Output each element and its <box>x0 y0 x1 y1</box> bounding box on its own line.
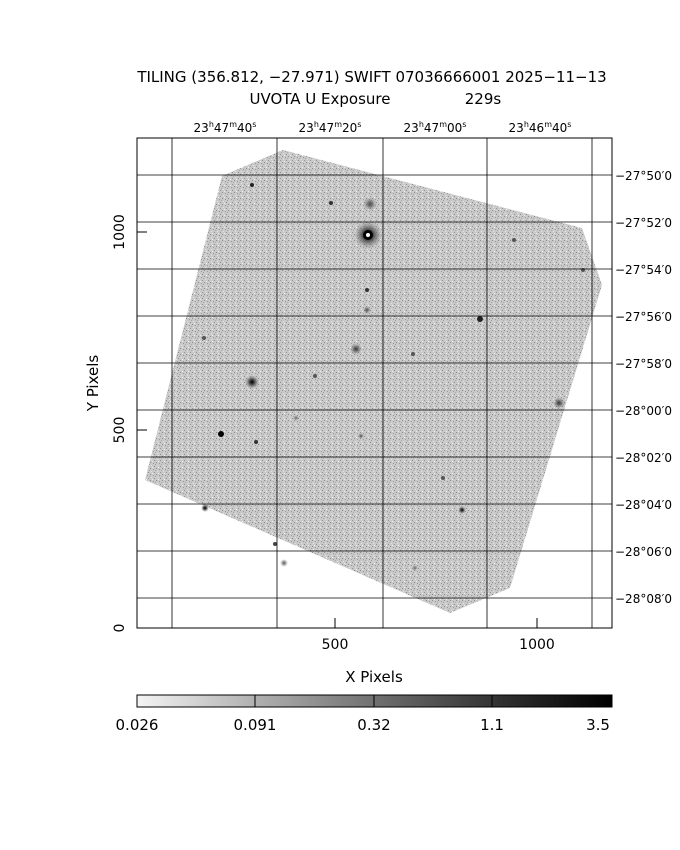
plot-subtitle-exposure-time: 229s <box>465 90 502 108</box>
colorbar-ticks <box>254 695 493 707</box>
pixel-axis-ticks <box>137 231 538 629</box>
y-tick-label-1000: 1000 <box>112 214 128 250</box>
exposure-footprint <box>145 150 602 613</box>
ra-tick-label-1: 23h47m40s <box>194 120 257 135</box>
colorbar-label-4: 1.1 <box>480 716 504 734</box>
dec-tick-label-3: −27°54′0 <box>615 263 672 277</box>
dec-tick-label-8: −28°04′0 <box>615 498 672 512</box>
dec-tick-labels: −27°50′0 −27°52′0 −27°54′0 −27°56′0 −27°… <box>615 169 672 606</box>
dec-tick-label-4: −27°56′0 <box>615 310 672 324</box>
dec-tick-label-1: −27°50′0 <box>615 169 672 183</box>
y-tick-label-0: 0 <box>112 624 128 633</box>
x-tick-label-500: 500 <box>322 637 349 653</box>
coordinate-grid <box>137 138 612 628</box>
dec-tick-label-6: −28°00′0 <box>615 404 672 418</box>
colorbar-label-5: 3.5 <box>586 716 610 734</box>
ra-tick-labels: 23h47m40s 23h47m20s 23h47m00s 23h46m40s <box>194 120 572 135</box>
plot-frame <box>136 137 613 629</box>
x-axis-label: X Pixels <box>345 668 403 686</box>
ra-tick-label-2: 23h47m20s <box>299 120 362 135</box>
dec-tick-label-5: −27°58′0 <box>615 357 672 371</box>
ra-tick-label-3: 23h47m00s <box>404 120 467 135</box>
plot-title: TILING (356.812, −27.971) SWIFT 07036666… <box>136 68 606 86</box>
y-tick-label-500: 500 <box>112 417 128 444</box>
dec-tick-label-7: −28°02′0 <box>615 451 672 465</box>
y-axis-label: Y Pixels <box>84 355 102 413</box>
ra-tick-label-4: 23h46m40s <box>509 120 572 135</box>
x-tick-label-1000: 1000 <box>519 637 555 653</box>
dec-tick-label-10: −28°08′0 <box>615 592 672 606</box>
dec-tick-label-9: −28°06′0 <box>615 545 672 559</box>
dec-tick-label-2: −27°52′0 <box>615 216 672 230</box>
plot-subtitle-exposure-label: UVOTA U Exposure <box>250 90 391 108</box>
colorbar-label-2: 0.091 <box>234 716 277 734</box>
colorbar-label-3: 0.32 <box>357 716 390 734</box>
sources <box>201 183 585 571</box>
colorbar-label-1: 0.026 <box>116 716 159 734</box>
